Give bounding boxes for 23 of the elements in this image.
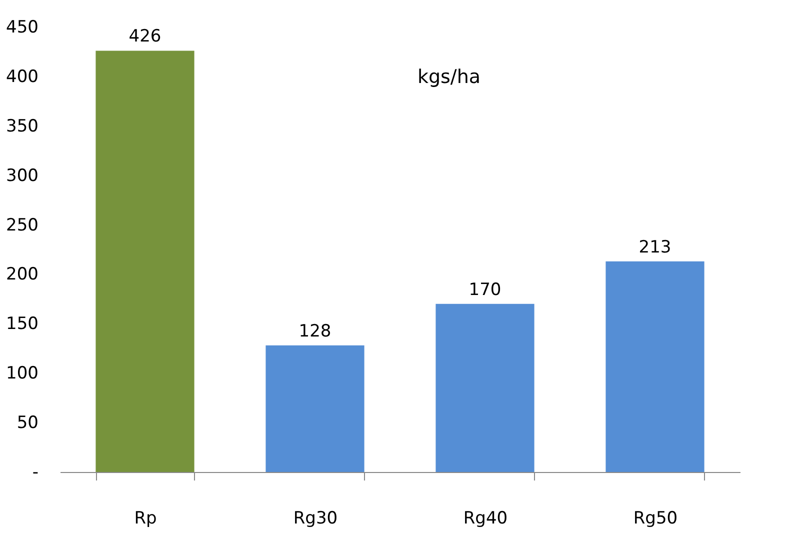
y-tick-label: - [32,462,38,482]
data-label: 426 [128,26,162,47]
y-tick-label: 400 [6,66,38,87]
x-tick-label: Rg30 [293,508,338,528]
x-tick-label: Rg40 [463,508,508,528]
y-tick-label: 150 [6,314,38,334]
y-tick-label: 300 [6,166,38,186]
annotation: kgs/ha [417,66,481,88]
y-tick-label: 250 [6,215,38,236]
bar [606,261,704,472]
y-tick-label: 200 [6,264,38,285]
bar [96,50,194,472]
data-label: 128 [298,321,332,342]
x-tick-label: Rg50 [633,508,678,528]
data-label: 213 [638,237,672,258]
y-tick-label: 50 [16,413,38,434]
data-label: 170 [468,280,502,300]
x-tick-label: Rp [134,508,157,528]
y-tick-label: 350 [6,116,38,136]
y-tick-label: 100 [6,364,38,384]
bar [436,304,534,472]
bar [266,345,364,472]
y-tick-label: 450 [6,18,38,38]
